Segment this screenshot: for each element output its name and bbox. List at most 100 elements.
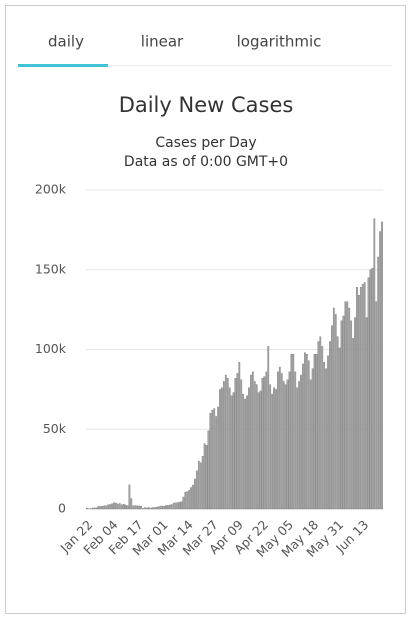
bar <box>238 362 241 510</box>
bar <box>294 371 297 510</box>
bar <box>205 445 208 510</box>
bar <box>275 389 277 510</box>
bar <box>159 505 162 510</box>
tab[interactable]: logarithmic <box>237 33 322 51</box>
bar <box>122 504 125 510</box>
bar <box>155 507 158 510</box>
bar <box>313 354 316 510</box>
bar <box>170 504 173 510</box>
bar <box>211 409 214 510</box>
chart-title: Daily New Cases <box>119 93 294 117</box>
bar <box>334 314 337 510</box>
bar <box>381 221 383 510</box>
bar <box>269 384 272 510</box>
bar <box>197 460 200 510</box>
bar <box>95 507 98 510</box>
bar <box>373 218 376 510</box>
bar <box>352 338 354 510</box>
bar <box>304 352 306 510</box>
bar <box>97 505 100 510</box>
bar <box>277 371 279 510</box>
bar <box>178 501 181 510</box>
bar <box>358 295 360 510</box>
bar <box>321 346 324 510</box>
bar <box>172 502 175 510</box>
bar <box>196 470 198 510</box>
bar <box>223 381 225 510</box>
bar <box>184 492 187 510</box>
bar <box>317 341 320 510</box>
bar <box>228 387 231 510</box>
bar <box>329 341 331 510</box>
bar <box>284 384 287 510</box>
bar <box>124 504 127 510</box>
bar <box>230 395 233 510</box>
bar <box>344 301 347 510</box>
bar <box>120 504 123 510</box>
bar <box>242 393 245 510</box>
bar <box>113 502 115 510</box>
bar <box>194 478 196 510</box>
bar <box>253 381 256 510</box>
bar <box>132 505 135 510</box>
bar <box>261 378 264 510</box>
tab[interactable]: daily <box>48 33 84 51</box>
bar <box>280 373 283 510</box>
bar <box>356 287 358 510</box>
bar <box>169 504 171 510</box>
bar <box>109 504 111 510</box>
bar <box>188 490 191 510</box>
bar <box>377 256 380 510</box>
bar <box>246 395 248 510</box>
bar <box>263 376 266 510</box>
bar <box>145 507 148 510</box>
bar <box>138 505 140 510</box>
bar <box>267 346 270 510</box>
y-tick-label: 0 <box>58 501 66 516</box>
bar <box>319 336 322 510</box>
bar <box>367 277 370 510</box>
bar <box>157 506 160 510</box>
bar <box>257 392 260 510</box>
bar <box>167 505 169 510</box>
bar <box>363 282 366 510</box>
bar <box>226 378 229 510</box>
bar <box>244 398 246 510</box>
bar <box>209 413 212 510</box>
bar <box>259 390 262 510</box>
bar <box>219 389 221 510</box>
y-tick-label: 50k <box>43 421 67 436</box>
tab[interactable]: linear <box>141 33 184 51</box>
bar <box>375 301 378 510</box>
bar <box>93 507 96 510</box>
bar <box>327 355 329 510</box>
bar <box>136 505 138 510</box>
bar <box>201 456 204 510</box>
bar <box>298 381 300 510</box>
bar <box>199 462 202 510</box>
bar <box>332 307 335 510</box>
bar <box>213 408 216 510</box>
bar <box>143 507 146 510</box>
y-tick-label: 200k <box>35 182 67 197</box>
bar <box>255 384 258 510</box>
bar <box>348 307 351 510</box>
bar <box>163 505 165 510</box>
bar <box>379 231 381 510</box>
bar <box>182 496 185 510</box>
bar <box>369 269 372 510</box>
bar <box>248 387 250 510</box>
bar <box>118 503 121 510</box>
chart-subtitle: Cases per Day <box>155 135 256 151</box>
bar <box>176 502 179 510</box>
bar <box>207 430 210 510</box>
bar <box>371 267 374 510</box>
bar <box>265 371 268 510</box>
bar <box>142 508 144 510</box>
bar <box>338 347 341 510</box>
bar <box>149 507 152 510</box>
bar <box>236 373 239 510</box>
bar <box>331 325 333 510</box>
bar <box>346 301 349 510</box>
bar <box>340 320 343 510</box>
